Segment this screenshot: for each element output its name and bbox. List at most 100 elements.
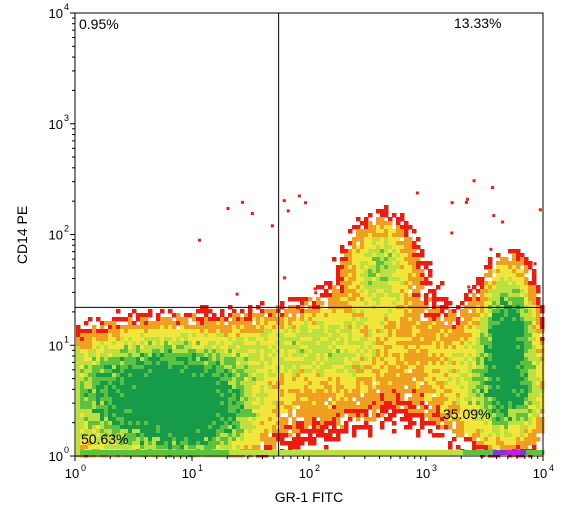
density-cell-929	[396, 317, 401, 322]
density-cell-3990	[436, 425, 441, 430]
density-cell-98	[352, 245, 357, 250]
density-cell-2468	[108, 373, 113, 378]
density-cell-3906	[504, 421, 509, 426]
density-cell-2593	[140, 377, 145, 382]
density-cell-1827	[348, 349, 353, 354]
density-cell-1558	[208, 341, 213, 346]
density-cell-2142	[204, 361, 209, 366]
density-cell-1177	[84, 329, 89, 334]
density-cell-3350	[416, 401, 421, 406]
axis-floor-cell-4605	[274, 450, 278, 455]
density-cell-3952	[220, 425, 225, 430]
density-cell-2350	[100, 369, 105, 374]
density-cell-348	[496, 277, 501, 282]
density-cell-2352	[108, 369, 113, 374]
density-cell-3131	[456, 393, 461, 398]
density-cell-1082	[168, 325, 173, 330]
density-cell-1964	[428, 353, 433, 358]
density-cell-1371	[392, 333, 397, 338]
density-cell-3282	[136, 401, 141, 406]
density-cell-139	[348, 253, 353, 258]
density-cell-713	[268, 309, 273, 314]
density-cell-1436	[188, 337, 193, 342]
density-cell-1887	[120, 353, 125, 358]
density-cell-2908	[480, 385, 485, 390]
axis-left-cell-4707	[76, 382, 80, 386]
density-cell-3884	[392, 421, 397, 426]
density-cell-900	[280, 317, 285, 322]
density-cell-2035	[244, 357, 249, 362]
density-cell-1890	[132, 353, 137, 358]
density-cell-914	[336, 317, 341, 322]
density-cell-831	[404, 313, 409, 318]
density-cell-2337	[516, 365, 521, 370]
density-cell-2879	[360, 385, 365, 390]
density-cell-29	[372, 225, 377, 230]
density-cell-42	[368, 229, 373, 234]
density-cell-2379	[216, 369, 221, 374]
density-cell-3052	[124, 393, 129, 398]
density-cell-1381	[432, 333, 437, 338]
density-cell-874	[164, 317, 169, 322]
density-cell-4017	[80, 429, 85, 434]
density-cell-487	[344, 293, 349, 298]
density-cell-1843	[412, 349, 417, 354]
density-cell-3216	[332, 397, 337, 402]
density-cell-621	[492, 301, 497, 306]
density-cell-369	[376, 281, 381, 286]
density-cell-1265	[436, 329, 441, 334]
density-cell-1862	[488, 349, 493, 354]
density-cell-1048	[480, 321, 485, 326]
density-cell-4009	[516, 425, 521, 430]
density-cell-718	[292, 309, 297, 314]
density-cell-809	[316, 313, 321, 318]
density-cell-3384	[88, 405, 93, 410]
density-cell-4353	[88, 445, 93, 450]
density-cell-2091	[468, 357, 473, 362]
density-cell-4265	[496, 437, 501, 442]
density-cell-3878	[328, 421, 333, 426]
density-cell-2868	[316, 385, 321, 390]
density-cell-2181	[360, 361, 365, 366]
density-cell-2740	[264, 381, 269, 386]
density-cell-2284	[304, 365, 309, 370]
density-cell-4335	[476, 441, 481, 446]
density-cell-3600	[520, 409, 525, 414]
sparse-event-4757	[283, 276, 287, 280]
density-cell-1805	[260, 349, 265, 354]
density-cell-2809	[80, 385, 85, 390]
density-cell-1817	[308, 349, 313, 354]
axis-floor-cell-4566	[157, 450, 161, 455]
density-cell-160	[516, 253, 521, 258]
density-cell-414	[384, 285, 389, 290]
density-cell-1122	[332, 325, 337, 330]
density-cell-2960	[220, 389, 225, 394]
density-cell-1972	[460, 353, 465, 358]
axis-floor-cell-4610	[289, 450, 293, 455]
density-cell-1330	[228, 333, 233, 338]
density-cell-2702	[112, 381, 117, 386]
density-cell-3726	[124, 417, 129, 422]
density-cell-2634	[304, 377, 309, 382]
density-cell-546	[388, 297, 393, 302]
density-cell-3230	[392, 397, 397, 402]
density-cell-2158	[268, 361, 273, 366]
density-cell-1441	[208, 337, 213, 342]
density-cell-2870	[324, 385, 329, 390]
density-cell-4221	[180, 437, 185, 442]
density-cell-2117	[104, 361, 109, 366]
density-cell-2318	[440, 365, 445, 370]
density-cell-2508	[268, 373, 273, 378]
density-cell-3725	[120, 417, 125, 422]
density-cell-4169	[336, 433, 341, 438]
density-cell-3678	[388, 413, 393, 418]
density-cell-2326	[472, 365, 477, 370]
density-cell-3910	[520, 421, 525, 426]
density-cell-340	[408, 277, 413, 282]
density-cell-4380	[196, 445, 201, 450]
density-cell-3885	[408, 421, 413, 426]
density-cell-3882	[364, 421, 369, 426]
density-cell-411	[372, 285, 377, 290]
density-cell-3119	[396, 393, 401, 398]
density-cell-3441	[320, 405, 325, 410]
